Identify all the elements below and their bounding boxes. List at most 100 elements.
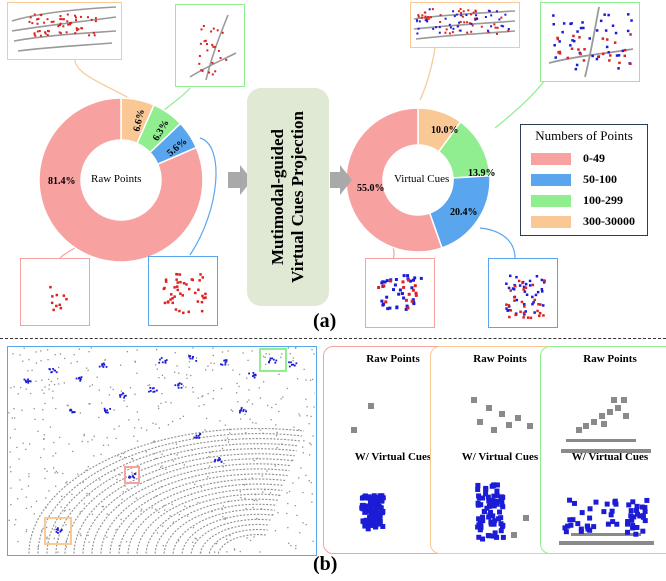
point-mark [177,386,180,389]
point-mark [120,518,122,521]
point-mark [418,20,421,23]
point-mark [106,437,108,439]
point-mark [35,380,37,382]
virtual-point [499,502,505,508]
point-mark [240,418,242,420]
point-mark [269,359,271,362]
point-mark [75,377,78,380]
point-mark [233,548,235,550]
point-mark [534,293,538,297]
point-mark [10,387,12,389]
point-mark [296,514,298,517]
point-mark [107,411,109,414]
connector-line [419,47,436,101]
point-mark [212,27,215,30]
point-mark [138,419,140,421]
point-mark [393,283,397,287]
point-mark [296,378,299,380]
point-mark [199,42,202,45]
point-mark [200,486,203,488]
point-mark [53,528,55,531]
point-mark [178,309,181,313]
point-mark [313,353,315,355]
point-mark [25,496,27,498]
point-mark [562,22,566,25]
point-mark [518,284,522,287]
virtual-point [373,498,379,504]
virtual-point [634,507,640,513]
point-mark [198,405,200,407]
point-mark [302,491,304,494]
point-mark [113,469,116,472]
point-mark [274,361,277,364]
point-mark [195,436,197,439]
point-mark [136,349,138,351]
raw-point [499,411,505,417]
virtual-point [567,497,573,503]
point-mark [69,409,71,412]
point-mark [234,549,236,551]
virtual-point [373,512,379,518]
point-mark [160,357,163,359]
point-mark [533,311,536,314]
point-mark [507,28,510,30]
point-mark [260,533,262,536]
virtual-point [571,500,577,506]
point-mark [37,430,39,432]
virtual-point [483,485,489,491]
point-mark [62,18,65,21]
point-mark [213,362,215,365]
point-mark [41,529,43,531]
point-mark [540,288,544,291]
point-mark [460,14,463,17]
point-mark [526,316,530,319]
point-mark [170,453,172,455]
point-mark [268,360,270,363]
point-mark [41,379,43,381]
point-mark [59,32,62,35]
virtual-point [575,521,581,527]
point-mark [27,370,29,372]
point-mark [206,49,209,52]
raw-point [601,421,607,427]
point-mark [572,34,575,38]
thumbnail-raw-0-49 [20,258,90,326]
point-mark [397,292,401,296]
point-mark [176,281,179,284]
point-mark [63,382,65,384]
point-mark [10,504,12,506]
point-mark [66,481,68,483]
point-mark [533,298,536,302]
point-mark [176,285,179,288]
point-mark [145,451,147,453]
point-mark [293,426,295,428]
point-mark [438,26,441,29]
virtual-point [579,510,585,516]
point-mark [270,419,272,421]
point-mark [523,313,526,316]
point-mark [102,505,105,508]
point-mark [242,408,245,411]
part-a-graphics [38,47,546,263]
point-mark [251,350,253,352]
raw-point [561,449,651,453]
point-mark [617,67,620,70]
point-mark [103,407,106,410]
point-mark [461,15,464,18]
point-mark [10,487,12,489]
point-mark [300,467,302,469]
point-mark [67,23,70,26]
point-mark [380,299,384,303]
point-mark [57,532,59,534]
point-mark [263,355,265,358]
point-mark [249,539,252,542]
point-mark [278,410,280,413]
point-mark [188,366,190,368]
point-mark [409,279,412,283]
point-mark [113,428,115,430]
point-mark [45,507,47,509]
point-mark [113,409,115,411]
point-mark [237,401,239,403]
highlight-box-green [259,348,287,372]
point-mark [377,286,381,289]
